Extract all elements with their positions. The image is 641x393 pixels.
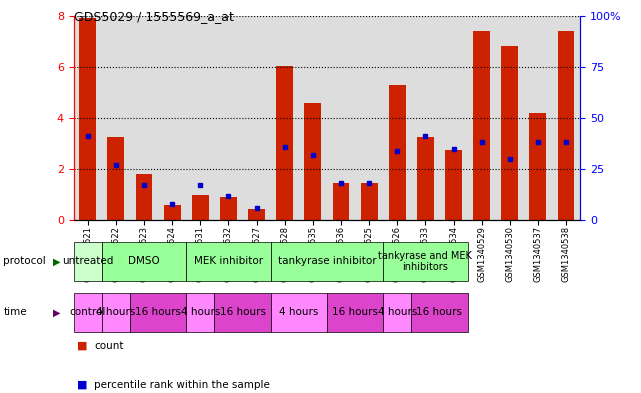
Bar bbox=[130, 293, 187, 332]
Bar bbox=[333, 183, 349, 220]
Text: MEK inhibitor: MEK inhibitor bbox=[194, 256, 263, 266]
Text: tankyrase and MEK
inhibitors: tankyrase and MEK inhibitors bbox=[378, 251, 472, 272]
Bar bbox=[74, 16, 102, 220]
Text: 16 hours: 16 hours bbox=[219, 307, 265, 318]
Bar bbox=[214, 293, 271, 332]
Bar bbox=[355, 16, 383, 220]
Bar bbox=[158, 16, 187, 220]
Text: ▶: ▶ bbox=[53, 256, 61, 266]
Bar bbox=[271, 293, 327, 332]
Bar bbox=[102, 16, 130, 220]
Bar bbox=[102, 293, 130, 332]
Bar bbox=[108, 137, 124, 220]
Text: 4 hours: 4 hours bbox=[378, 307, 417, 318]
Bar bbox=[473, 31, 490, 220]
Bar bbox=[445, 150, 462, 220]
Bar bbox=[242, 16, 271, 220]
Bar bbox=[558, 31, 574, 220]
Bar bbox=[467, 16, 495, 220]
Bar bbox=[327, 293, 383, 332]
Text: 16 hours: 16 hours bbox=[332, 307, 378, 318]
Bar bbox=[383, 242, 467, 281]
Bar bbox=[102, 242, 187, 281]
Bar bbox=[552, 16, 580, 220]
Bar bbox=[327, 16, 355, 220]
Bar bbox=[192, 195, 209, 220]
Bar bbox=[79, 18, 96, 220]
Bar bbox=[529, 113, 546, 220]
Bar bbox=[440, 16, 467, 220]
Bar bbox=[361, 183, 378, 220]
Bar bbox=[220, 197, 237, 220]
Bar bbox=[389, 85, 406, 220]
Bar bbox=[299, 16, 327, 220]
Bar bbox=[276, 66, 293, 220]
Text: time: time bbox=[3, 307, 27, 318]
Bar bbox=[130, 16, 158, 220]
Text: 4 hours: 4 hours bbox=[279, 307, 319, 318]
Bar bbox=[271, 242, 383, 281]
Text: ■: ■ bbox=[77, 341, 87, 351]
Bar bbox=[304, 103, 321, 220]
Bar bbox=[214, 16, 242, 220]
Text: control: control bbox=[70, 307, 106, 318]
Text: percentile rank within the sample: percentile rank within the sample bbox=[94, 380, 270, 390]
Text: 4 hours: 4 hours bbox=[96, 307, 136, 318]
Bar bbox=[524, 16, 552, 220]
Text: 16 hours: 16 hours bbox=[135, 307, 181, 318]
Bar bbox=[136, 174, 153, 220]
Bar bbox=[271, 16, 299, 220]
Text: ▶: ▶ bbox=[53, 307, 61, 318]
Bar bbox=[412, 293, 467, 332]
Text: GDS5029 / 1555569_a_at: GDS5029 / 1555569_a_at bbox=[74, 10, 233, 23]
Bar bbox=[501, 46, 518, 220]
Text: protocol: protocol bbox=[3, 256, 46, 266]
Bar bbox=[383, 293, 412, 332]
Text: DMSO: DMSO bbox=[128, 256, 160, 266]
Text: 16 hours: 16 hours bbox=[417, 307, 462, 318]
Bar bbox=[383, 16, 412, 220]
Text: 4 hours: 4 hours bbox=[181, 307, 220, 318]
Bar bbox=[495, 16, 524, 220]
Bar bbox=[412, 16, 440, 220]
Bar bbox=[187, 16, 214, 220]
Text: ■: ■ bbox=[77, 380, 87, 390]
Bar bbox=[163, 205, 181, 220]
Text: untreated: untreated bbox=[62, 256, 113, 266]
Bar bbox=[417, 137, 434, 220]
Bar bbox=[248, 209, 265, 220]
Text: count: count bbox=[94, 341, 124, 351]
Bar bbox=[187, 293, 214, 332]
Bar bbox=[74, 242, 102, 281]
Bar bbox=[74, 293, 102, 332]
Bar bbox=[187, 242, 271, 281]
Text: tankyrase inhibitor: tankyrase inhibitor bbox=[278, 256, 376, 266]
